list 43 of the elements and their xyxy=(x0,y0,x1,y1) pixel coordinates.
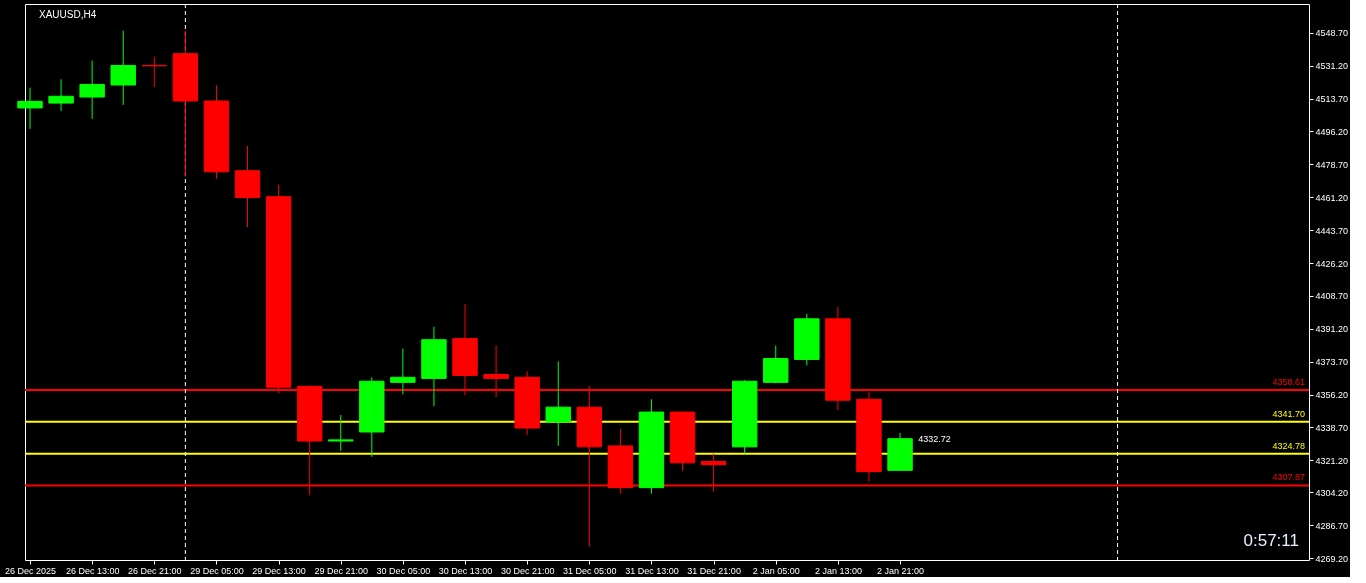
y-tick-label: 4531.20 xyxy=(1315,61,1349,72)
annotation: 0:57:11 xyxy=(1243,531,1299,550)
y-tick-label: 4426.20 xyxy=(1315,258,1349,269)
y-tick-label: 4391.20 xyxy=(1315,324,1349,335)
x-tick-label: 30 Dec 05:00 xyxy=(376,565,431,576)
x-tick-label: 2 Jan 21:00 xyxy=(877,565,925,576)
x-tick-label: 26 Dec 13:00 xyxy=(65,565,120,576)
ref-line-label: 4358.61 xyxy=(1272,377,1305,388)
x-tick-label: 26 Dec 2025 xyxy=(4,565,57,576)
x-tick-label: 29 Dec 05:00 xyxy=(190,565,244,576)
ref-line-label: 4341.70 xyxy=(1272,408,1305,419)
candlestick xyxy=(17,87,43,130)
x-tick-label: 30 Dec 21:00 xyxy=(500,565,555,576)
x-tick-label: 26 Dec 21:00 xyxy=(128,565,182,576)
y-tick-label: 4321.20 xyxy=(1315,455,1349,466)
candlestick xyxy=(328,414,354,452)
y-tick-label: 4443.70 xyxy=(1315,225,1349,236)
y-tick-label: 4286.70 xyxy=(1315,520,1349,531)
candlestick xyxy=(390,348,416,395)
x-tick-label: 29 Dec 21:00 xyxy=(314,565,369,576)
y-tick-label: 4269.20 xyxy=(1315,553,1349,564)
x-tick-label: 31 Dec 21:00 xyxy=(687,565,741,576)
candlestick xyxy=(48,78,74,112)
x-tick-label: 29 Dec 13:00 xyxy=(252,565,306,576)
x-tick-label: 31 Dec 13:00 xyxy=(625,565,679,576)
x-tick-label: 2 Jan 13:00 xyxy=(814,565,862,576)
y-tick-label: 4373.70 xyxy=(1315,357,1349,368)
y-tick-label: 4513.70 xyxy=(1315,94,1349,105)
y-tick-label: 4478.70 xyxy=(1315,159,1349,170)
x-tick-label: 31 Dec 05:00 xyxy=(563,565,617,576)
y-tick-label: 4496.20 xyxy=(1315,126,1349,137)
y-tick-label: 4356.20 xyxy=(1315,390,1349,401)
y-tick-label: 4548.70 xyxy=(1315,28,1349,39)
y-tick-label: 4408.70 xyxy=(1315,291,1349,302)
y-tick-label: 4304.20 xyxy=(1315,487,1349,498)
ref-line-label: 4307.87 xyxy=(1272,472,1305,483)
y-tick-label: 4338.70 xyxy=(1315,422,1349,433)
x-tick-label: 2 Jan 05:00 xyxy=(752,565,800,576)
x-tick-label: 30 Dec 13:00 xyxy=(438,565,493,576)
y-tick-label: 4461.20 xyxy=(1315,192,1349,203)
annotation: 4332.72 xyxy=(918,433,951,444)
ref-line-label: 4324.78 xyxy=(1272,440,1305,451)
chart-title: XAUUSD,H4 xyxy=(39,8,97,20)
